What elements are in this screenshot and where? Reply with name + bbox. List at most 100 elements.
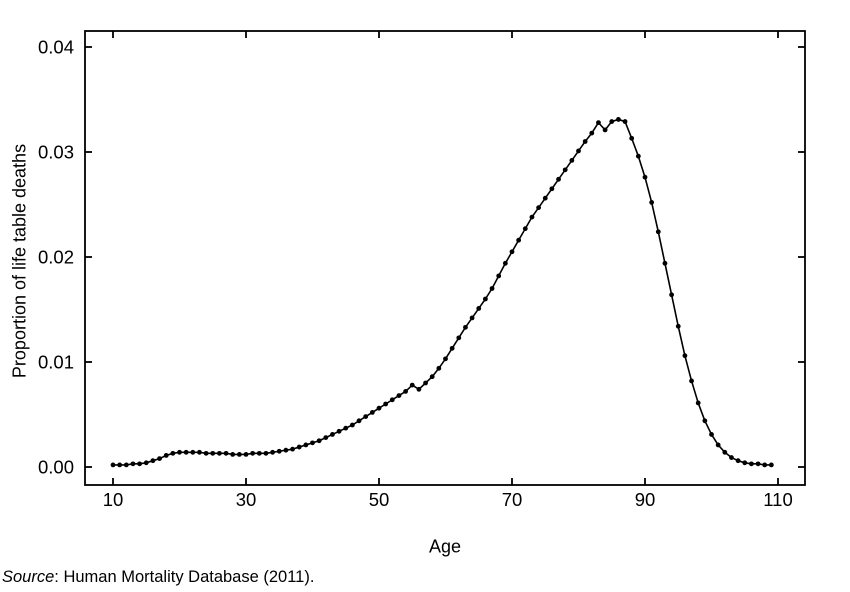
data-point [203,450,209,456]
data-point [449,345,455,351]
y-tick-label: 0.02 [38,247,74,268]
data-point [197,449,202,455]
data-point [655,229,661,235]
data-point [755,461,761,467]
data-point [596,120,601,125]
data-point [376,405,382,411]
y-axis-title: Proportion of life table deaths [9,143,30,379]
data-point [735,458,741,464]
data-point [602,127,608,133]
data-point [569,158,575,163]
data-point [369,410,375,415]
data-point [742,460,748,466]
data-point [296,444,302,450]
data-point [183,449,189,455]
data-point [256,450,262,456]
x-tick-label: 70 [502,489,523,510]
data-point [336,428,342,434]
source-note-word: Source [2,568,55,586]
data-point [389,397,395,403]
data-point [217,450,222,456]
x-tick-label: 30 [236,489,257,510]
data-point [110,462,116,468]
data-point [516,237,522,243]
data-point [722,449,728,455]
y-tick-label: 0.03 [38,142,74,163]
data-point [476,306,482,311]
plot-frame [84,30,806,486]
data-point [436,365,442,371]
data-point [522,226,528,232]
data-point [489,286,495,291]
data-point [316,438,322,444]
data-point [350,422,355,428]
data-point [117,462,123,468]
data-point [715,442,721,448]
data-point [363,414,369,419]
death-distribution-line [112,118,773,466]
y-tick-label: 0.04 [38,37,74,58]
data-point [303,442,309,448]
data-point [576,148,581,154]
data-point [542,195,548,201]
x-tick-label: 50 [369,489,390,510]
x-tick-label: 90 [635,489,656,510]
data-point [416,386,422,392]
data-point [675,323,681,329]
data-point [130,461,136,467]
data-point [236,452,242,457]
data-point [562,167,568,173]
data-point [536,205,541,211]
data-point [170,450,176,456]
data-point [702,418,708,424]
data-point [502,260,508,266]
data-point [456,335,462,341]
data-point [123,462,129,468]
data-point [190,449,196,455]
data-point [463,324,468,330]
data-point [276,448,282,454]
x-tick-label: 10 [103,489,124,510]
data-point [310,440,315,446]
data-point [270,449,275,455]
data-point [163,453,169,458]
data-point [409,382,415,388]
data-point [429,374,435,380]
data-point [483,296,488,302]
data-point [669,292,674,298]
data-point [323,435,329,440]
data-point [709,432,714,437]
data-point [662,260,668,266]
data-point [343,425,349,431]
data-point [137,461,143,467]
data-point [469,315,475,321]
data-point [330,432,335,437]
data-point [177,449,182,455]
data-point [210,450,216,456]
data-point [509,249,515,255]
data-point [283,447,289,453]
data-point [556,176,561,182]
data-point [396,393,402,398]
data-point [403,389,408,394]
data-point [243,452,249,457]
source-note: Source: Human Mortality Database (2011). [2,568,314,586]
data-point [762,462,768,468]
data-point [649,200,655,205]
data-point [383,401,389,407]
data-point [443,356,448,362]
data-point [689,378,694,384]
data-point [642,174,648,180]
data-point [223,450,229,456]
data-point [263,450,269,456]
data-point [230,452,236,457]
data-point [729,455,734,460]
y-tick-label: 0.00 [38,457,74,478]
data-point [682,353,688,359]
data-point [629,135,635,141]
data-point [635,153,641,159]
data-point [496,273,502,279]
data-point [616,117,621,122]
